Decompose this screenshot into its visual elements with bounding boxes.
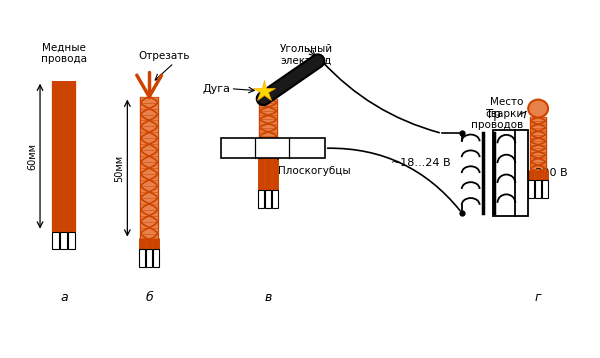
Text: Место
сварки
проводов: Место сварки проводов xyxy=(471,97,523,130)
Text: Плоскогубцы: Плоскогубцы xyxy=(278,166,350,176)
Bar xyxy=(52,232,59,250)
Text: б: б xyxy=(145,291,153,304)
Bar xyxy=(146,250,152,267)
Bar xyxy=(535,180,541,198)
Text: Медные
провода: Медные провода xyxy=(41,42,87,64)
Bar xyxy=(221,138,325,158)
Bar xyxy=(61,232,67,250)
Bar xyxy=(528,180,534,198)
Bar xyxy=(272,190,278,208)
Ellipse shape xyxy=(528,100,548,117)
Text: Дуга: Дуга xyxy=(203,84,230,94)
Bar xyxy=(493,130,528,216)
Bar xyxy=(153,250,159,267)
Text: ~18...24 В: ~18...24 В xyxy=(391,158,451,168)
Text: а: а xyxy=(60,291,68,304)
Text: Тр: Тр xyxy=(486,108,501,121)
Text: 60мм: 60мм xyxy=(27,143,37,170)
Bar xyxy=(265,190,271,208)
Text: Угольный
электрод: Угольный электрод xyxy=(280,44,332,66)
Bar xyxy=(259,190,264,208)
Text: ~220 В: ~220 В xyxy=(526,168,568,178)
Bar xyxy=(542,180,548,198)
Text: в: в xyxy=(265,291,272,304)
Bar xyxy=(139,250,145,267)
Text: Отрезать: Отрезать xyxy=(139,51,190,61)
Text: г: г xyxy=(535,291,541,304)
Text: 50мм: 50мм xyxy=(115,155,124,182)
Bar xyxy=(68,232,75,250)
